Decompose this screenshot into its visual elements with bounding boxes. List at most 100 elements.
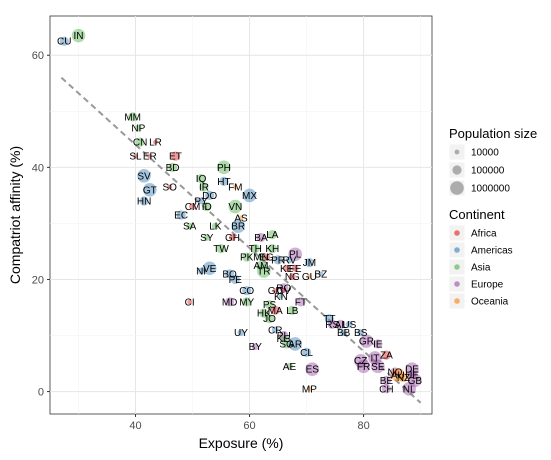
point-label: KE xyxy=(280,264,294,275)
point-label: NL xyxy=(403,384,416,395)
point-label: IN xyxy=(74,31,84,42)
point-label: TW xyxy=(213,244,229,255)
point-label: LA xyxy=(266,230,279,241)
point-label: MD xyxy=(222,297,238,308)
data-point-ch xyxy=(381,384,391,394)
trendline xyxy=(60,76,422,404)
data-point-ci xyxy=(187,299,193,305)
point-label: BO xyxy=(222,269,237,280)
data-point-sg xyxy=(282,339,292,349)
point-label: NZ xyxy=(397,373,410,384)
point-label: LK xyxy=(209,222,222,233)
data-point-bz xyxy=(318,271,324,277)
legend-continent-title: Continent xyxy=(449,207,505,222)
legend-size-label: 100000 xyxy=(471,166,505,177)
point-label: MP xyxy=(302,384,317,395)
data-point-nz xyxy=(398,372,409,383)
point-label: BD xyxy=(166,163,180,174)
data-point-fe xyxy=(291,264,299,272)
point-label: NP xyxy=(131,124,145,135)
point-label: AE xyxy=(283,362,297,373)
point-label: FR xyxy=(357,362,370,373)
data-point-cr xyxy=(271,326,279,334)
point-label: LB xyxy=(286,306,299,317)
data-point-za xyxy=(381,350,391,360)
point-label: FT xyxy=(295,297,307,308)
data-point-ke xyxy=(283,264,291,272)
point-label: FM xyxy=(228,182,242,193)
data-point-it xyxy=(368,351,382,365)
point-label: SO xyxy=(163,182,178,193)
data-point-ir xyxy=(199,182,209,192)
point-label: ES xyxy=(306,365,320,376)
data-point-us xyxy=(345,320,353,328)
data-point-pk xyxy=(242,252,252,262)
data-point-fm xyxy=(232,184,238,190)
data-point-in xyxy=(71,28,86,43)
point-label: TT xyxy=(323,314,335,325)
legend-size-dot xyxy=(454,149,460,155)
data-point-al xyxy=(336,319,346,329)
point-label: ZA xyxy=(380,351,393,362)
data-point-sy xyxy=(203,233,211,241)
data-point-br xyxy=(231,219,245,234)
point-label: AS xyxy=(234,213,248,224)
x-tick-label: 80 xyxy=(357,420,369,432)
data-point-mn xyxy=(257,253,265,261)
data-point-ma xyxy=(270,305,280,315)
data-point-kh xyxy=(267,244,277,254)
data-point-md xyxy=(224,297,235,307)
x-tick-label: 40 xyxy=(129,420,141,432)
point-label: IR xyxy=(199,182,209,193)
data-point-no xyxy=(390,367,400,377)
data-point-ht xyxy=(219,176,229,186)
data-point-rv xyxy=(286,256,293,264)
data-point-sl xyxy=(133,153,138,159)
data-point-jm xyxy=(304,258,315,268)
point-label: IE xyxy=(373,339,383,350)
point-label: CM xyxy=(185,202,201,213)
point-label: FE xyxy=(289,264,302,275)
point-label: SV xyxy=(137,171,151,182)
point-label: JO xyxy=(263,314,276,325)
point-label: RS xyxy=(325,320,339,331)
legend-africa-swatch xyxy=(454,230,460,236)
legend-size-items: 10000 100000 1000000 xyxy=(448,143,510,197)
legend-size-title: Population size xyxy=(449,126,537,141)
y-tick-label: 40 xyxy=(32,162,44,174)
plot-panel xyxy=(49,15,433,415)
data-point-kg xyxy=(280,334,288,342)
data-point-gr xyxy=(359,334,374,348)
data-point-es xyxy=(305,362,320,376)
data-point-jo xyxy=(264,314,275,324)
legend-size: Population size 10000 100000 1000000 xyxy=(448,126,537,197)
data-point-la xyxy=(267,230,277,240)
point-label: CZ xyxy=(354,356,367,367)
point-label: TH xyxy=(249,244,262,255)
data-point-py xyxy=(197,197,205,205)
data-point-pe xyxy=(230,274,240,285)
point-label: PK xyxy=(240,253,254,264)
legend-americas-swatch xyxy=(454,247,460,253)
point-label: RV xyxy=(283,255,297,266)
data-point-so xyxy=(167,184,173,190)
point-label: AR xyxy=(288,339,302,350)
data-points xyxy=(59,28,422,396)
data-point-ft xyxy=(296,297,306,307)
point-label: BB xyxy=(337,328,351,339)
point-label: SY xyxy=(200,233,214,244)
data-point-ie xyxy=(373,339,383,349)
point-label: PU xyxy=(277,331,291,342)
point-label: AM xyxy=(253,261,268,272)
point-label: AL xyxy=(335,320,348,331)
data-point-bb xyxy=(340,329,348,337)
legend-continent-items: Africa Americas Asia Europe Oceania xyxy=(448,224,513,310)
data-point-et xyxy=(170,151,181,161)
point-label: BR xyxy=(231,222,245,233)
point-label: CH xyxy=(379,384,393,395)
data-point-np xyxy=(134,124,142,132)
point-label: MM xyxy=(124,112,141,123)
grid xyxy=(50,16,432,414)
point-label: MN xyxy=(253,253,269,264)
